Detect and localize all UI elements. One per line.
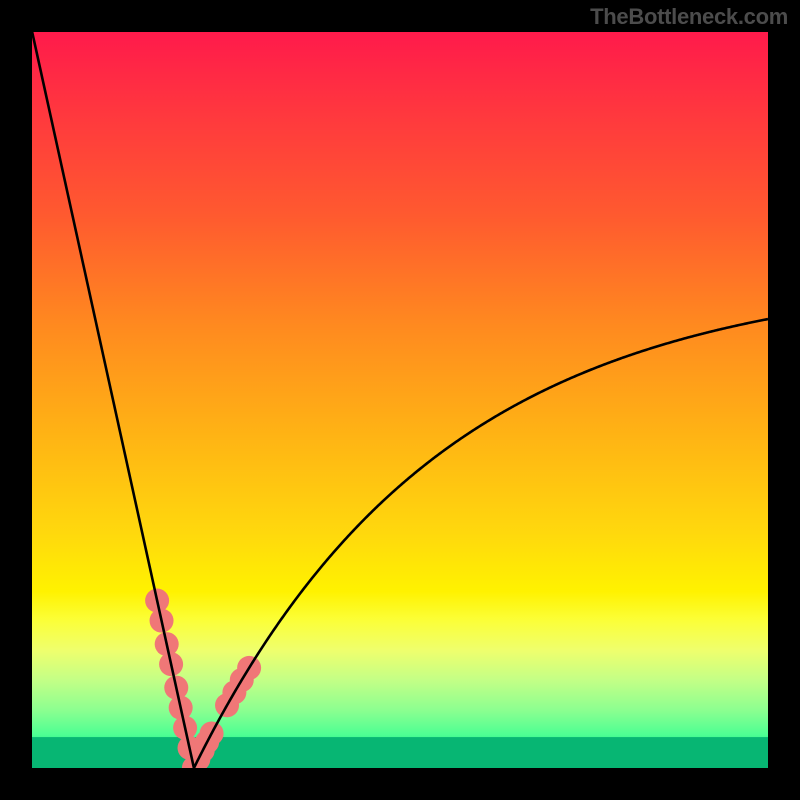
plot-bottom-band (32, 737, 768, 768)
bottleneck-chart (0, 0, 800, 800)
plot-background (32, 32, 768, 768)
chart-container: TheBottleneck.com (0, 0, 800, 800)
watermark-text: TheBottleneck.com (590, 4, 788, 30)
